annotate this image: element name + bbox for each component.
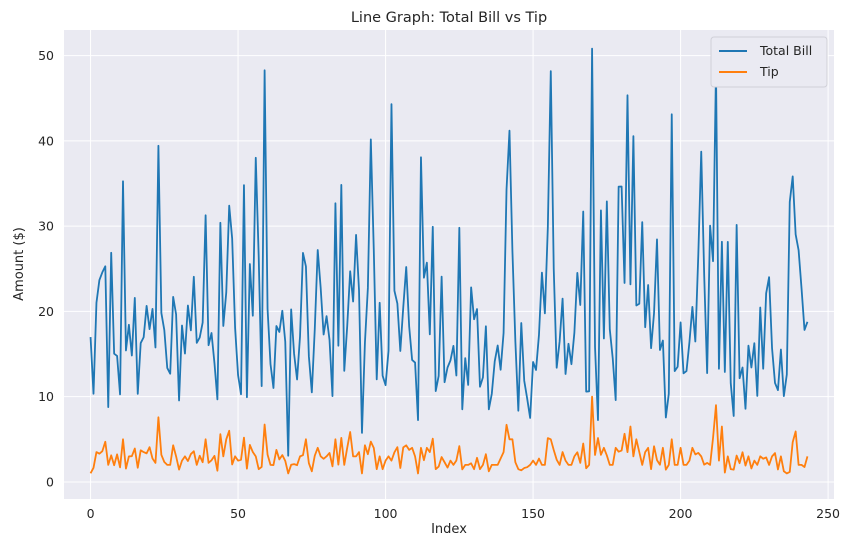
x-tick-label: 200 <box>669 506 693 521</box>
y-tick-label: 50 <box>38 48 54 63</box>
x-tick-label: 100 <box>374 506 398 521</box>
chart-title: Line Graph: Total Bill vs Tip <box>351 10 547 26</box>
y-axis-label: Amount ($) <box>12 227 27 301</box>
legend-box <box>710 36 828 88</box>
series-lines <box>89 47 809 475</box>
y-tick-label: 20 <box>38 304 54 319</box>
y-tick-label: 40 <box>38 133 54 148</box>
y-tick-labels: 0 10 20 30 40 50 <box>38 48 54 489</box>
y-tick-label: 30 <box>38 219 54 234</box>
x-tick-label: 50 <box>230 506 246 521</box>
legend-label-total-bill: Total Bill <box>759 43 812 58</box>
x-tick-labels: 0 50 100 150 200 250 <box>87 506 841 521</box>
x-tick-label: 150 <box>521 506 545 521</box>
series-line-total-bill <box>89 47 809 457</box>
y-tick-label: 10 <box>38 389 54 404</box>
x-gridlines <box>90 30 829 499</box>
legend-label-tip: Tip <box>759 64 779 79</box>
x-axis-label: Index <box>431 522 467 537</box>
legend: Total Bill Tip <box>710 36 828 88</box>
x-tick-label: 0 <box>87 506 95 521</box>
plot-background <box>64 30 834 499</box>
x-tick-label: 250 <box>816 506 840 521</box>
series-line-tip <box>89 395 809 475</box>
y-tick-label: 0 <box>46 474 54 489</box>
